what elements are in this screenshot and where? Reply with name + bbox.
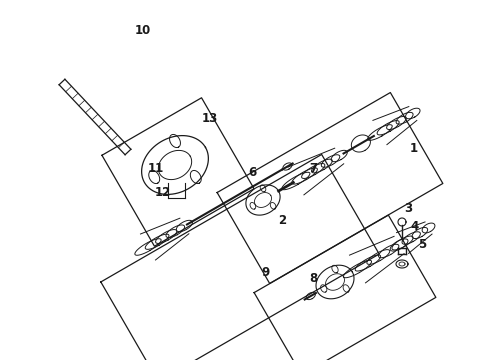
Text: 6: 6	[248, 166, 256, 179]
Text: 3: 3	[404, 202, 412, 215]
Text: 12: 12	[155, 185, 171, 198]
Text: 11: 11	[148, 162, 164, 175]
Text: 10: 10	[135, 23, 151, 36]
Text: 2: 2	[278, 213, 286, 226]
Text: 9: 9	[261, 266, 269, 279]
Text: 7: 7	[309, 162, 317, 175]
Text: 8: 8	[309, 271, 317, 284]
Text: 1: 1	[410, 141, 418, 154]
Text: 4: 4	[411, 220, 419, 233]
Text: 13: 13	[202, 112, 218, 125]
Text: 5: 5	[418, 238, 426, 251]
